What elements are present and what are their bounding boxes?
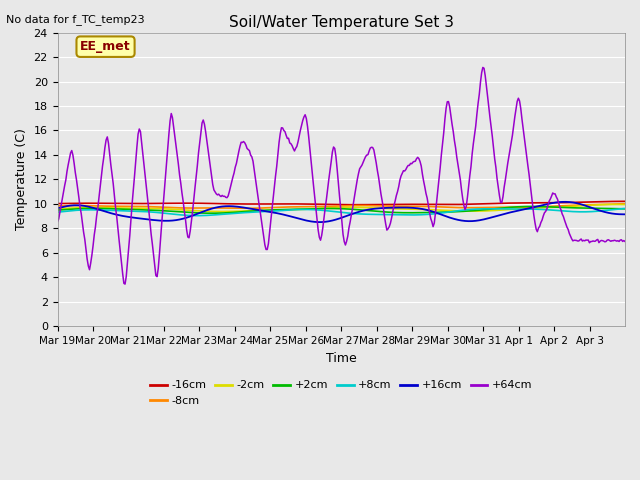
- -16cm: [351, 202, 359, 207]
- +16cm: [621, 212, 629, 217]
- -16cm: [293, 201, 301, 207]
- -2cm: [621, 202, 629, 207]
- -2cm: [472, 208, 479, 214]
- +2cm: [621, 206, 629, 212]
- -8cm: [570, 202, 578, 208]
- Line: -2cm: -2cm: [58, 204, 625, 212]
- +64cm: [232, 164, 239, 170]
- -2cm: [217, 209, 225, 215]
- -2cm: [294, 207, 302, 213]
- +8cm: [399, 212, 407, 218]
- +2cm: [208, 210, 216, 216]
- +64cm: [572, 238, 579, 243]
- Line: +8cm: +8cm: [58, 208, 625, 216]
- -16cm: [472, 201, 479, 207]
- -16cm: [54, 201, 61, 206]
- +8cm: [621, 205, 629, 211]
- +8cm: [294, 207, 302, 213]
- +8cm: [372, 212, 380, 217]
- +8cm: [232, 210, 239, 216]
- +8cm: [472, 206, 479, 212]
- +16cm: [561, 199, 568, 205]
- -2cm: [570, 204, 578, 209]
- Line: -16cm: -16cm: [58, 201, 625, 204]
- +16cm: [472, 218, 479, 224]
- Y-axis label: Temperature (C): Temperature (C): [15, 129, 28, 230]
- Text: No data for f_TC_temp23: No data for f_TC_temp23: [6, 14, 145, 25]
- +2cm: [54, 207, 61, 213]
- -8cm: [54, 203, 61, 209]
- -8cm: [230, 205, 238, 211]
- -16cm: [372, 202, 380, 207]
- +2cm: [372, 208, 380, 214]
- +64cm: [294, 139, 302, 145]
- -8cm: [472, 205, 479, 211]
- -2cm: [399, 206, 407, 212]
- -2cm: [611, 202, 618, 207]
- -16cm: [621, 198, 629, 204]
- +64cm: [399, 168, 407, 174]
- Text: EE_met: EE_met: [80, 40, 131, 53]
- Line: +16cm: +16cm: [58, 202, 625, 222]
- +8cm: [54, 209, 61, 215]
- +16cm: [54, 205, 61, 211]
- +16cm: [572, 200, 579, 206]
- +16cm: [230, 204, 238, 209]
- Line: +2cm: +2cm: [58, 206, 625, 213]
- +16cm: [316, 219, 323, 225]
- -2cm: [372, 205, 380, 211]
- +8cm: [570, 209, 578, 215]
- -8cm: [294, 204, 302, 210]
- +64cm: [479, 64, 486, 70]
- +64cm: [372, 160, 380, 166]
- +64cm: [54, 219, 61, 225]
- -16cm: [570, 200, 578, 205]
- -8cm: [621, 201, 629, 206]
- +16cm: [372, 205, 380, 211]
- -2cm: [232, 208, 239, 214]
- +64cm: [121, 281, 129, 287]
- +64cm: [621, 239, 629, 244]
- Line: +64cm: +64cm: [58, 67, 625, 284]
- -8cm: [242, 205, 250, 211]
- +2cm: [572, 205, 579, 211]
- +2cm: [294, 206, 302, 212]
- Title: Soil/Water Temperature Set 3: Soil/Water Temperature Set 3: [228, 15, 454, 30]
- -2cm: [54, 206, 61, 212]
- -8cm: [399, 204, 407, 209]
- -8cm: [372, 203, 380, 209]
- -16cm: [230, 201, 238, 207]
- +2cm: [529, 204, 536, 209]
- Line: -8cm: -8cm: [58, 204, 625, 208]
- X-axis label: Time: Time: [326, 352, 356, 365]
- +2cm: [399, 210, 407, 216]
- +2cm: [472, 208, 479, 214]
- +16cm: [293, 215, 301, 221]
- +64cm: [472, 123, 479, 129]
- +8cm: [193, 213, 201, 218]
- +16cm: [399, 204, 407, 210]
- Legend: -16cm, -8cm, -2cm, +2cm, +8cm, +16cm, +64cm: -16cm, -8cm, -2cm, +2cm, +8cm, +16cm, +6…: [146, 376, 537, 410]
- -16cm: [399, 202, 407, 207]
- +2cm: [232, 209, 239, 215]
